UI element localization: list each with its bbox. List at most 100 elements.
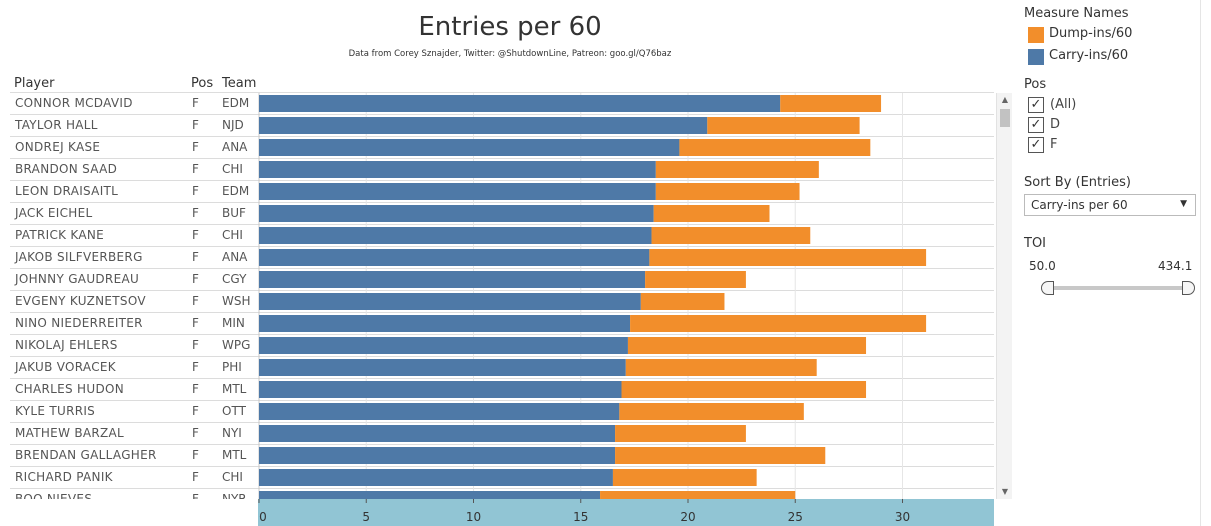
player-pos: F <box>192 118 199 132</box>
player-name: EVGENY KUZNETSOV <box>15 294 146 308</box>
scrollbar-thumb[interactable] <box>1000 109 1010 127</box>
column-header-team[interactable]: Team <box>222 76 257 91</box>
player-team: PHI <box>222 360 242 374</box>
pos-filter-label-d: D <box>1050 117 1061 132</box>
player-pos: F <box>192 316 199 330</box>
table-row[interactable]: CHARLES HUDON F MTL <box>10 379 994 401</box>
player-pos: F <box>192 448 199 462</box>
player-pos: F <box>192 206 199 220</box>
scroll-down-arrow-icon[interactable]: ▼ <box>1001 487 1009 496</box>
legend-swatch-dump-ins <box>1028 27 1044 43</box>
player-name: NINO NIEDERREITER <box>15 316 143 330</box>
sort-title: Sort By (Entries) <box>1024 175 1131 190</box>
x-axis-ticks: 0 5 10 15 20 25 30 <box>258 499 910 524</box>
table-row[interactable]: TAYLOR HALL F NJD <box>10 115 994 137</box>
legend-label-dump-ins: Dump-ins/60 <box>1049 26 1133 41</box>
table-row[interactable]: RICHARD PANIK F CHI <box>10 467 994 489</box>
table-row[interactable]: NIKOLAJ EHLERS F WPG <box>10 335 994 357</box>
table-row[interactable]: EVGENY KUZNETSOV F WSH <box>10 291 994 313</box>
checkbox-f-checked-icon[interactable]: ✓ <box>1028 137 1044 153</box>
x-axis: 0 5 10 15 20 25 30 <box>258 499 994 526</box>
player-pos: F <box>192 96 199 110</box>
player-team: CHI <box>222 162 243 176</box>
player-pos: F <box>192 294 199 308</box>
table-row[interactable]: LEON DRAISAITL F EDM <box>10 181 994 203</box>
player-name: TAYLOR HALL <box>15 118 98 132</box>
x-tick-label: 30 <box>895 510 910 524</box>
player-name: JAKOB SILFVERBERG <box>15 250 143 264</box>
player-pos: F <box>192 492 199 499</box>
scroll-up-arrow-icon[interactable]: ▲ <box>1001 95 1009 104</box>
toi-title: TOI <box>1024 236 1047 251</box>
player-pos: F <box>192 140 199 154</box>
table-row[interactable]: ONDREJ KASE F ANA <box>10 137 994 159</box>
player-team: EDM <box>222 96 250 110</box>
x-tick-label: 20 <box>680 510 695 524</box>
player-name: BRANDON SAAD <box>15 162 118 176</box>
table-row[interactable]: PATRICK KANE F CHI <box>10 225 994 247</box>
table-row[interactable]: BOO NIEVES F NYR <box>10 489 994 499</box>
player-team: MIN <box>222 316 245 330</box>
table-row[interactable]: JAKUB VORACEK F PHI <box>10 357 994 379</box>
toi-min-value: 50.0 <box>1029 259 1056 273</box>
table-row[interactable]: NINO NIEDERREITER F MIN <box>10 313 994 335</box>
x-tick-label: 15 <box>573 510 588 524</box>
table-row[interactable]: MATHEW BARZAL F NYI <box>10 423 994 445</box>
vertical-scrollbar[interactable]: ▲ ▼ <box>996 93 1012 499</box>
legend-title: Measure Names <box>1024 6 1129 21</box>
player-team: NJD <box>222 118 244 132</box>
player-team: CHI <box>222 228 243 242</box>
player-pos: F <box>192 404 199 418</box>
player-name: JACK EICHEL <box>15 206 93 220</box>
player-name: CONNOR MCDAVID <box>15 96 133 110</box>
panel-divider <box>1200 0 1201 526</box>
player-pos: F <box>192 382 199 396</box>
player-name: PATRICK KANE <box>15 228 105 242</box>
chart-rows: CONNOR MCDAVID F EDM TAYLOR HALL F NJD ONDREJ … <box>10 92 994 499</box>
player-team: EDM <box>222 184 250 198</box>
player-pos: F <box>192 338 199 352</box>
player-team: WSH <box>222 294 251 308</box>
table-row[interactable]: JOHNNY GAUDREAU F CGY <box>10 269 994 291</box>
pos-filter-label-f: F <box>1050 137 1058 152</box>
legend-swatch-carry-ins <box>1028 49 1044 65</box>
player-team: MTL <box>222 448 247 462</box>
table-row[interactable]: BRANDON SAAD F CHI <box>10 159 994 181</box>
player-pos: F <box>192 228 199 242</box>
x-tick-label: 10 <box>466 510 481 524</box>
player-team: ANA <box>222 250 248 264</box>
player-pos: F <box>192 470 199 484</box>
dropdown-arrow-icon: ▼ <box>1180 199 1187 209</box>
checkbox-all-checked-icon[interactable]: ✓ <box>1028 97 1044 113</box>
pos-filter-title: Pos <box>1024 77 1047 92</box>
player-name: BRENDAN GALLAGHER <box>15 448 157 462</box>
player-team: CHI <box>222 470 243 484</box>
player-team: ANA <box>222 140 248 154</box>
player-name: KYLE TURRIS <box>15 404 96 418</box>
chart-subtitle: Data from Corey Sznajder, Twitter: @Shut… <box>348 49 672 59</box>
table-row[interactable]: JAKOB SILFVERBERG F ANA <box>10 247 994 269</box>
table-row[interactable]: KYLE TURRIS F OTT <box>10 401 994 423</box>
table-row[interactable]: BRENDAN GALLAGHER F MTL <box>10 445 994 467</box>
toi-slider-max-handle[interactable] <box>1182 281 1195 295</box>
x-tick-label: 5 <box>362 510 370 524</box>
sort-dropdown[interactable]: Carry-ins per 60 ▼ <box>1024 194 1196 216</box>
sort-dropdown-value: Carry-ins per 60 <box>1031 198 1128 212</box>
player-name: CHARLES HUDON <box>15 382 125 396</box>
player-pos: F <box>192 360 199 374</box>
table-row[interactable]: CONNOR MCDAVID F EDM <box>10 93 994 115</box>
player-name: JOHNNY GAUDREAU <box>15 272 140 286</box>
table-row[interactable]: JACK EICHEL F BUF <box>10 203 994 225</box>
player-pos: F <box>192 184 199 198</box>
toi-slider-track[interactable] <box>1047 286 1188 290</box>
toi-slider-min-handle[interactable] <box>1041 281 1054 295</box>
column-header-player[interactable]: Player <box>14 76 55 91</box>
x-tick-label: 0 <box>259 510 267 524</box>
chart-title: Entries per 60 <box>418 12 602 42</box>
player-name: RICHARD PANIK <box>15 470 113 484</box>
checkbox-d-checked-icon[interactable]: ✓ <box>1028 117 1044 133</box>
column-header-pos[interactable]: Pos <box>191 76 214 91</box>
player-pos: F <box>192 162 199 176</box>
player-name: JAKUB VORACEK <box>15 360 116 374</box>
player-name: LEON DRAISAITL <box>15 184 119 198</box>
